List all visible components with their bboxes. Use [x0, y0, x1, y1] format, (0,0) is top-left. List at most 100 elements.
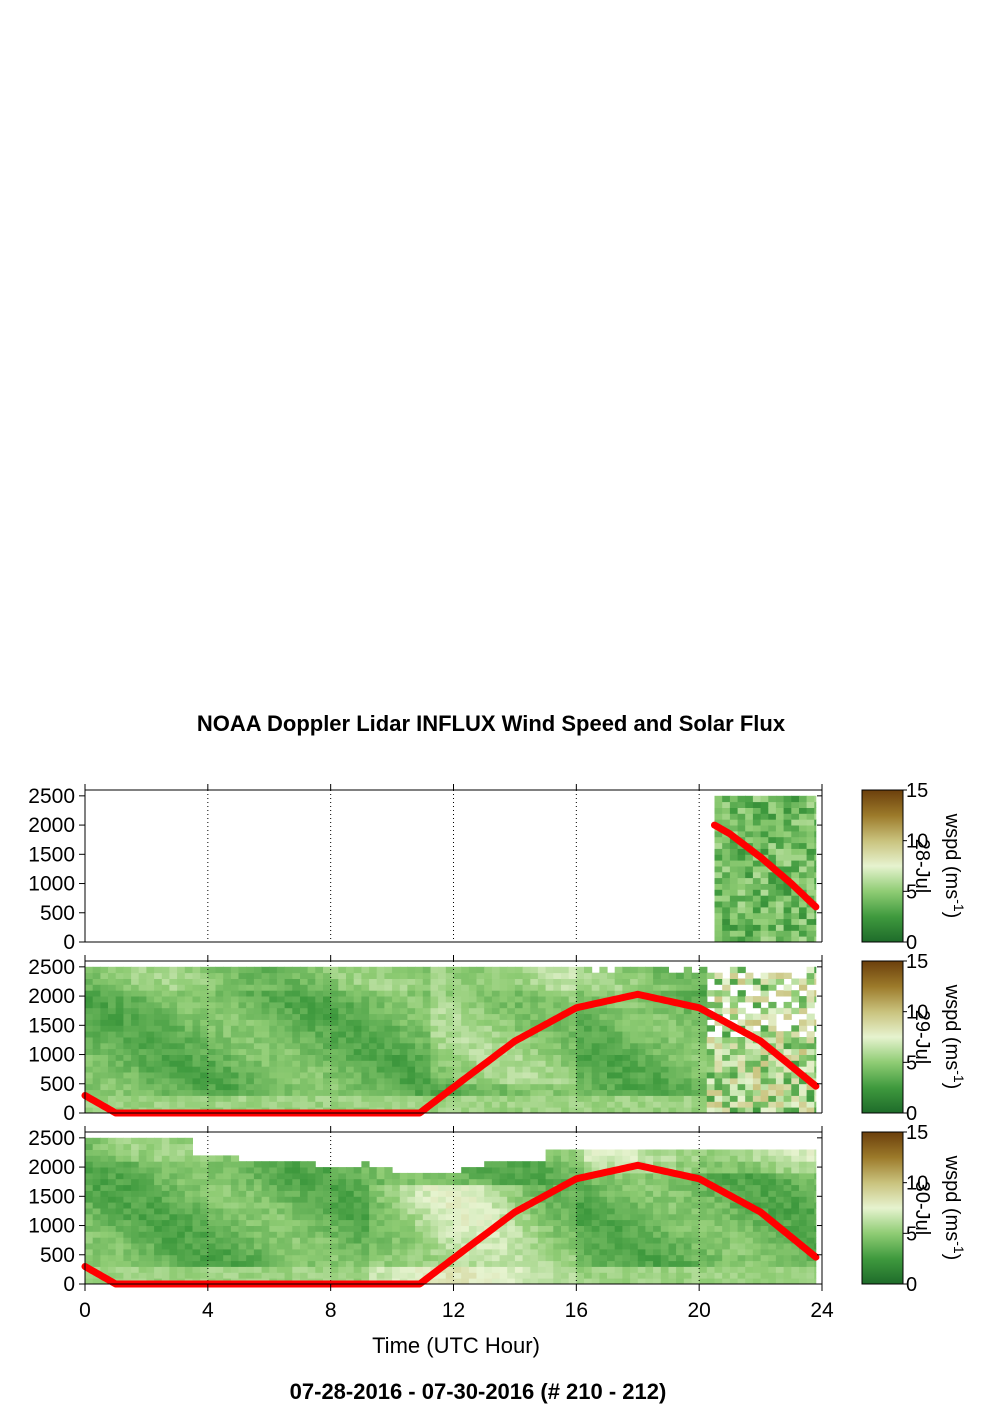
figure-footer: 07-28-2016 - 07-30-2016 (# 210 - 212) — [290, 1379, 667, 1404]
heatmap-cell — [154, 1048, 163, 1055]
heatmap-cell — [752, 1054, 762, 1061]
heatmap-cell — [714, 895, 723, 902]
heatmap-cell — [507, 1072, 516, 1079]
heatmap-cell — [430, 984, 439, 991]
heatmap-cell — [384, 1202, 393, 1209]
heatmap-cell — [100, 990, 109, 997]
heatmap-cell — [376, 1025, 385, 1032]
heatmap-cell — [330, 1266, 339, 1273]
heatmap-cell — [200, 1213, 209, 1221]
heatmap-cell — [361, 1089, 370, 1096]
heatmap-cell — [568, 972, 577, 979]
heatmap-cell — [330, 1072, 339, 1079]
heatmap-cell — [131, 1254, 140, 1262]
heatmap-cell — [514, 1007, 524, 1015]
heatmap-cell — [545, 1161, 554, 1168]
heatmap-cell — [468, 1025, 478, 1032]
heatmap-cell — [346, 1089, 355, 1096]
heatmap-cell — [476, 1196, 485, 1203]
heatmap-cell — [584, 1178, 593, 1186]
heatmap-cell — [207, 1272, 216, 1279]
heatmap-cell — [453, 1266, 462, 1273]
heatmap-cell — [123, 1213, 132, 1221]
heatmap-cell — [691, 1237, 700, 1244]
heatmap-cell — [438, 1272, 447, 1279]
heatmap-cell — [737, 1077, 746, 1085]
heatmap-cell — [745, 1161, 754, 1168]
heatmap-cell — [200, 1048, 209, 1055]
heatmap-cell — [292, 978, 301, 985]
heatmap-cell — [599, 1077, 608, 1085]
heatmap-cell — [584, 1013, 593, 1020]
heatmap-cell — [115, 1143, 124, 1150]
heatmap-cell — [775, 972, 785, 979]
heatmap-cell — [775, 1208, 785, 1215]
heatmap-cell — [783, 1225, 792, 1232]
heatmap-cell — [123, 984, 132, 991]
heatmap-cell — [384, 1066, 393, 1073]
heatmap-cell — [399, 1095, 408, 1102]
heatmap-cell — [177, 1143, 186, 1150]
heatmap-cell — [330, 1066, 339, 1073]
heatmap-cell — [783, 906, 792, 914]
heatmap-cell — [607, 1013, 616, 1020]
heatmap-cell — [415, 1184, 424, 1191]
heatmap-cell — [637, 1095, 646, 1102]
heatmap-cell — [108, 1196, 117, 1203]
heatmap-cell — [200, 1031, 209, 1038]
heatmap-cell — [814, 854, 817, 861]
heatmap-cell — [507, 1248, 516, 1256]
heatmap-cell — [814, 936, 817, 943]
heatmap-cell — [261, 1060, 270, 1067]
heatmap-cell — [806, 1155, 815, 1162]
heatmap-cell — [123, 1254, 132, 1262]
colorbar-tick-label: 0 — [906, 1274, 917, 1296]
heatmap-cell — [253, 972, 263, 979]
heatmap-cell — [131, 1054, 140, 1061]
heatmap-cell — [660, 1225, 669, 1232]
heatmap-cell — [338, 1208, 347, 1215]
heatmap-cell — [507, 984, 516, 991]
heatmap-cell — [253, 1048, 263, 1055]
heatmap-cell — [722, 819, 731, 826]
heatmap-cell — [430, 1066, 439, 1073]
heatmap-cell — [92, 1208, 101, 1215]
heatmap-cell — [607, 978, 616, 985]
heatmap-cell — [192, 1202, 201, 1209]
heatmap-cell — [108, 972, 117, 979]
heatmap-cell — [177, 978, 186, 985]
heatmap-cell — [806, 1208, 815, 1215]
heatmap-cell — [484, 1219, 493, 1226]
heatmap-cell — [706, 1225, 715, 1232]
heatmap-cell — [300, 1243, 309, 1250]
heatmap-cell — [238, 966, 247, 974]
heatmap-cell — [123, 966, 132, 974]
heatmap-cell — [591, 1066, 600, 1073]
heatmap-cell — [108, 1001, 117, 1009]
heatmap-cell — [576, 1272, 585, 1279]
heatmap-cell — [668, 1202, 677, 1209]
heatmap-cell — [783, 1254, 792, 1262]
heatmap-cell — [276, 1019, 286, 1026]
heatmap-cell — [591, 1260, 600, 1267]
heatmap-cell — [169, 1054, 178, 1061]
heatmap-cell — [814, 1213, 817, 1221]
heatmap-cell — [330, 1083, 339, 1091]
heatmap-cell — [353, 1072, 362, 1079]
heatmap-cell — [253, 1172, 263, 1180]
solar-flux-curve-panel-1 — [711, 821, 820, 911]
heatmap-cell — [537, 1031, 547, 1038]
heatmap-cell — [300, 1001, 309, 1009]
heatmap-cell — [622, 1155, 631, 1162]
heatmap-cell — [737, 1208, 746, 1215]
heatmap-cell — [108, 1101, 117, 1108]
heatmap-cell — [737, 860, 746, 867]
heatmap-cell — [161, 1260, 170, 1267]
heatmap-cell — [399, 1172, 408, 1180]
heatmap-cell — [200, 1260, 209, 1267]
heatmap-cell — [192, 1213, 201, 1221]
heatmap-cell — [576, 1072, 585, 1079]
heatmap-cell — [653, 972, 662, 979]
heatmap-cell — [200, 1060, 209, 1067]
heatmap-cell — [476, 1202, 485, 1209]
